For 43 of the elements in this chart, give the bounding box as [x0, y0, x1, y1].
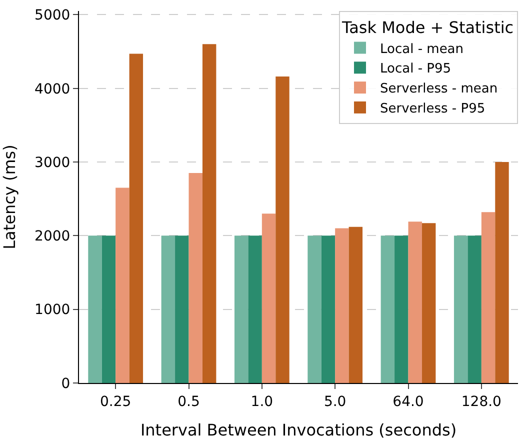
bar — [422, 223, 436, 383]
bar — [129, 54, 144, 383]
y-tick-label: 2000 — [34, 228, 70, 245]
bar — [248, 236, 262, 383]
x-axis-title: Interval Between Invocations (seconds) — [140, 420, 457, 440]
bar — [468, 236, 482, 383]
bar — [321, 236, 336, 383]
bar — [188, 173, 202, 383]
bar — [348, 226, 363, 383]
legend-title: Task Mode + Statistic — [341, 18, 514, 37]
bar — [380, 236, 395, 383]
legend-label: Local - mean — [380, 42, 464, 57]
legend-label: Serverless - P95 — [380, 102, 486, 117]
bar — [276, 76, 290, 383]
bar — [116, 188, 130, 383]
bar — [308, 236, 322, 383]
bar — [88, 236, 102, 383]
bar — [262, 214, 276, 383]
bar — [481, 212, 496, 383]
y-axis-title: Latency (ms) — [0, 144, 19, 250]
legend-label: Local - P95 — [380, 62, 452, 77]
x-tick-label: 1.0 — [250, 394, 274, 410]
x-tick-label: 128.0 — [461, 394, 502, 410]
bar — [102, 236, 116, 383]
x-tick-label: 0.5 — [178, 394, 200, 410]
bar — [394, 236, 408, 383]
bar — [454, 236, 468, 383]
bar — [161, 236, 176, 383]
bar — [335, 228, 349, 383]
y-tick-label: 4000 — [34, 81, 70, 98]
bar — [495, 162, 509, 383]
x-tick-label: 0.25 — [100, 394, 132, 410]
bar — [202, 44, 216, 383]
y-tick-label: 5000 — [34, 8, 70, 24]
x-tick-label: 5.0 — [324, 394, 346, 410]
bar — [175, 236, 189, 383]
x-tick-label: 64.0 — [392, 394, 424, 410]
y-tick-label: 1000 — [34, 302, 70, 318]
legend-label: Serverless - mean — [380, 82, 498, 97]
y-tick-label: 0 — [61, 376, 70, 392]
bar — [234, 236, 248, 383]
y-tick-label: 3000 — [34, 154, 70, 171]
bar — [408, 222, 422, 383]
